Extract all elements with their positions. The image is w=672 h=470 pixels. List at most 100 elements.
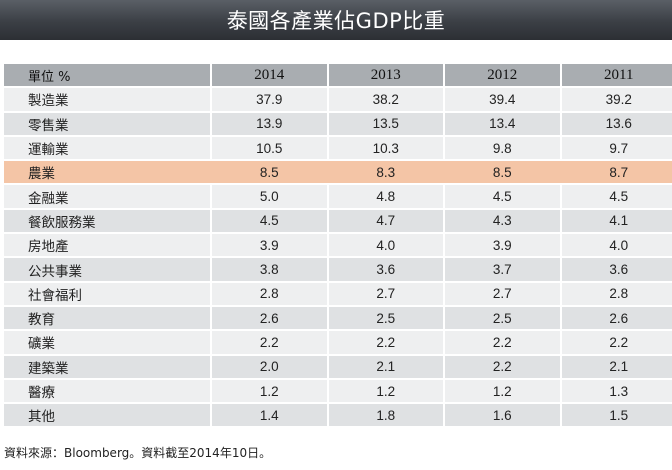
- share-value: 1.6: [445, 404, 560, 429]
- column-gap: [210, 355, 212, 380]
- column-gap: [443, 88, 445, 113]
- share-value: 1.8: [328, 404, 443, 429]
- title-bar: 泰國各產業佔GDP比重: [0, 0, 672, 40]
- sector-name: 教育: [4, 306, 210, 332]
- column-gap: [559, 331, 562, 356]
- column-gap: [210, 258, 212, 283]
- column-gap: [210, 234, 212, 259]
- column-gap: [559, 355, 562, 380]
- column-gap: [326, 282, 329, 307]
- column-gap: [326, 258, 329, 283]
- column-gap: [326, 88, 329, 113]
- table-header-row: 單位 % 2014 2013 2012 2011: [4, 64, 672, 89]
- table-row: 金融業 5.0 4.8 4.5 4.5: [4, 185, 672, 210]
- column-gap: [559, 209, 562, 235]
- share-value: 1.3: [561, 379, 672, 405]
- column-gap: [326, 331, 329, 356]
- share-value: 3.6: [561, 258, 672, 283]
- sector-name: 金融業: [4, 185, 210, 210]
- share-value: 1.5: [561, 404, 672, 429]
- share-value: 4.0: [561, 234, 672, 259]
- column-gap: [210, 404, 212, 429]
- column-gap: [326, 112, 329, 137]
- year-header: 2011: [561, 64, 672, 89]
- unit-label: 單位 %: [4, 64, 210, 89]
- year-header: 2013: [328, 64, 443, 89]
- column-gap: [443, 209, 445, 235]
- sector-name: 礦業: [4, 331, 210, 356]
- share-value: 4.5: [212, 209, 327, 235]
- table-row: 礦業 2.2 2.2 2.2 2.2: [4, 331, 672, 356]
- share-value: 3.9: [445, 234, 560, 259]
- share-value: 13.5: [328, 112, 443, 137]
- share-value: 2.7: [328, 282, 443, 307]
- year-header: 2012: [445, 64, 560, 89]
- share-value: 37.9: [212, 88, 327, 113]
- share-value: 10.3: [328, 136, 443, 162]
- column-gap: [443, 136, 445, 162]
- share-value: 9.7: [561, 136, 672, 162]
- column-gap: [443, 355, 445, 380]
- share-value: 2.7: [445, 282, 560, 307]
- page-title: 泰國各產業佔GDP比重: [226, 9, 446, 33]
- share-value: 1.2: [212, 379, 327, 405]
- share-value: 2.6: [212, 306, 327, 332]
- share-value: 2.2: [212, 331, 327, 356]
- share-value: 4.5: [561, 185, 672, 210]
- gdp-share-table-wrapper: 單位 % 2014 2013 2012 2011 製造業 37.9 38.2 39.4…: [4, 64, 672, 429]
- share-value: 13.6: [561, 112, 672, 137]
- table-row: 房地產 3.9 4.0 3.9 4.0: [4, 234, 672, 259]
- share-value: 4.8: [328, 185, 443, 210]
- table-row: 公共事業 3.8 3.6 3.7 3.6: [4, 258, 672, 283]
- column-gap: [210, 88, 212, 113]
- share-value: 2.5: [328, 306, 443, 332]
- column-gap: [326, 161, 329, 186]
- column-gap: [559, 161, 562, 186]
- table-row: 餐飲服務業 4.5 4.7 4.3 4.1: [4, 209, 672, 235]
- column-gap: [326, 379, 329, 405]
- column-gap: [443, 379, 445, 405]
- table-row: 農業 8.5 8.3 8.5 8.7: [4, 161, 672, 186]
- column-gap: [326, 234, 329, 259]
- share-value: 4.0: [328, 234, 443, 259]
- column-gap: [443, 64, 445, 89]
- share-value: 38.2: [328, 88, 443, 113]
- share-value: 13.4: [445, 112, 560, 137]
- share-value: 5.0: [212, 185, 327, 210]
- table-row: 建築業 2.0 2.1 2.2 2.1: [4, 355, 672, 380]
- table-row: 教育 2.6 2.5 2.5 2.6: [4, 306, 672, 332]
- share-value: 3.9: [212, 234, 327, 259]
- sector-name: 醫療: [4, 379, 210, 405]
- column-gap: [210, 306, 212, 332]
- share-value: 39.2: [561, 88, 672, 113]
- column-gap: [326, 355, 329, 380]
- table-row: 製造業 37.9 38.2 39.4 39.2: [4, 88, 672, 113]
- share-value: 8.5: [212, 161, 327, 186]
- column-gap: [559, 64, 562, 89]
- share-value: 2.0: [212, 355, 327, 380]
- share-value: 8.7: [561, 161, 672, 186]
- column-gap: [210, 379, 212, 405]
- share-value: 4.3: [445, 209, 560, 235]
- share-value: 2.8: [212, 282, 327, 307]
- share-value: 2.5: [445, 306, 560, 332]
- column-gap: [210, 64, 212, 89]
- share-value: 2.2: [328, 331, 443, 356]
- column-gap: [326, 404, 329, 429]
- share-value: 2.1: [328, 355, 443, 380]
- column-gap: [559, 112, 562, 137]
- sector-name: 其他: [4, 404, 210, 429]
- share-value: 1.2: [445, 379, 560, 405]
- column-gap: [210, 161, 212, 186]
- share-value: 2.2: [561, 331, 672, 356]
- share-value: 10.5: [212, 136, 327, 162]
- column-gap: [210, 282, 212, 307]
- sector-name: 公共事業: [4, 258, 210, 283]
- table-row: 運輸業 10.5 10.3 9.8 9.7: [4, 136, 672, 162]
- share-value: 13.9: [212, 112, 327, 137]
- share-value: 3.8: [212, 258, 327, 283]
- sector-name: 房地產: [4, 234, 210, 259]
- column-gap: [210, 112, 212, 137]
- column-gap: [443, 112, 445, 137]
- column-gap: [559, 185, 562, 210]
